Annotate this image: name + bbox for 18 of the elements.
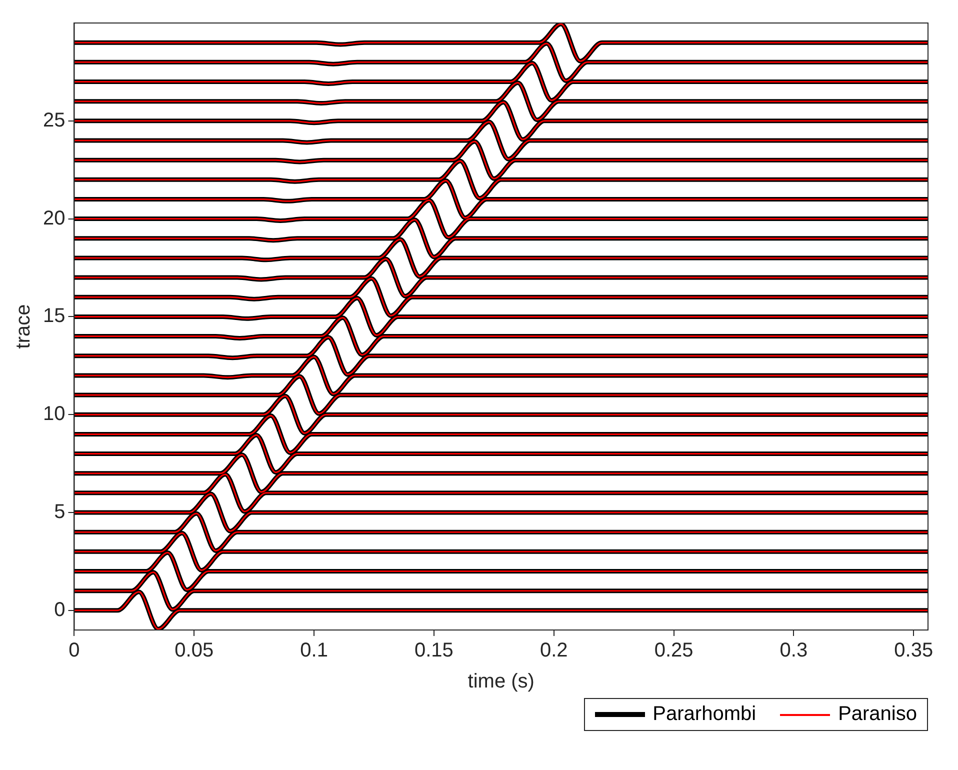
y-tick-label: 10 bbox=[42, 403, 66, 426]
x-tick-label: 0.2 bbox=[540, 640, 568, 662]
y-tick-label: 15 bbox=[42, 305, 66, 328]
y-axis-title: trace bbox=[12, 304, 35, 349]
x-tick-label: 0.1 bbox=[300, 640, 328, 662]
x-axis-title: time (s) bbox=[468, 670, 534, 693]
y-tick-label: 5 bbox=[54, 501, 66, 524]
y-tick-label: 0 bbox=[54, 598, 66, 621]
x-tick-label: 0.25 bbox=[654, 640, 694, 662]
y-tick-label: 25 bbox=[42, 109, 66, 132]
x-tick-label: 0.05 bbox=[174, 640, 214, 662]
x-tick-label: 0 bbox=[68, 640, 80, 662]
x-tick-label: 0.3 bbox=[780, 640, 808, 662]
legend-label: Pararhombi bbox=[652, 703, 756, 726]
x-tick-label: 0.35 bbox=[894, 640, 934, 662]
legend-label: Paraniso bbox=[838, 703, 917, 726]
y-tick-label: 20 bbox=[42, 207, 66, 230]
x-tick-label: 0.15 bbox=[414, 640, 454, 662]
